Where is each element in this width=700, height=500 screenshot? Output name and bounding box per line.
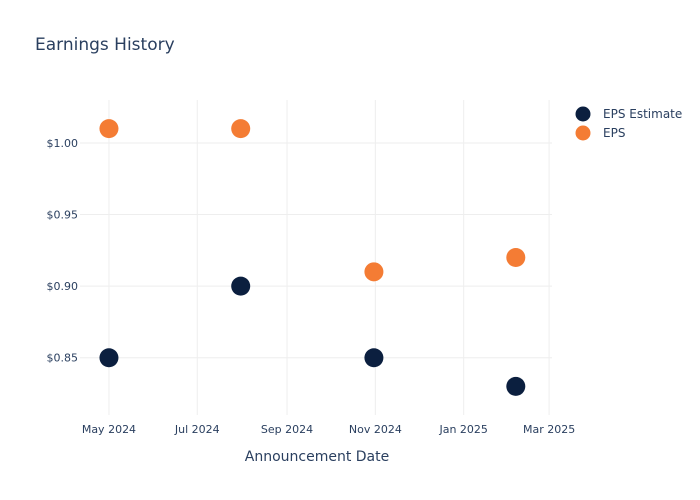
- x-tick-label: Jan 2025: [438, 423, 487, 436]
- x-tick-label: Sep 2024: [261, 423, 313, 436]
- x-tick-label: Mar 2025: [523, 423, 575, 436]
- eps-point[interactable]: [506, 248, 526, 267]
- grid: [80, 100, 552, 415]
- eps-estimate-point[interactable]: [364, 348, 384, 368]
- legend-label-eps[interactable]: EPS: [603, 126, 625, 140]
- y-tick-label: $0.95: [47, 209, 79, 222]
- legend-marker-eps-estimate[interactable]: [575, 106, 591, 122]
- eps-estimate-point[interactable]: [99, 348, 119, 368]
- x-tick-label: Nov 2024: [349, 423, 402, 436]
- y-tick-label: $0.85: [47, 352, 79, 365]
- eps-point[interactable]: [99, 119, 119, 139]
- eps-estimate-point[interactable]: [506, 376, 526, 396]
- legend-label-eps-estimate[interactable]: EPS Estimate: [603, 107, 682, 121]
- y-tick-label: $0.90: [47, 280, 79, 293]
- eps-point[interactable]: [364, 262, 384, 282]
- x-tick-label: Jul 2024: [174, 423, 220, 436]
- y-tick-label: $1.00: [47, 137, 79, 150]
- data-points: [99, 119, 526, 396]
- legend: EPS Estimate EPS: [575, 106, 682, 141]
- eps-point[interactable]: [231, 119, 251, 139]
- axis-ticks: May 2024 Jul 2024 Sep 2024 Nov 2024 Jan 2025…: [47, 137, 576, 436]
- chart-title: Earnings History: [35, 35, 175, 55]
- eps-estimate-point[interactable]: [231, 276, 251, 296]
- x-tick-label: May 2024: [82, 423, 136, 436]
- legend-marker-eps[interactable]: [575, 125, 591, 141]
- x-axis-title: Announcement Date: [245, 449, 389, 465]
